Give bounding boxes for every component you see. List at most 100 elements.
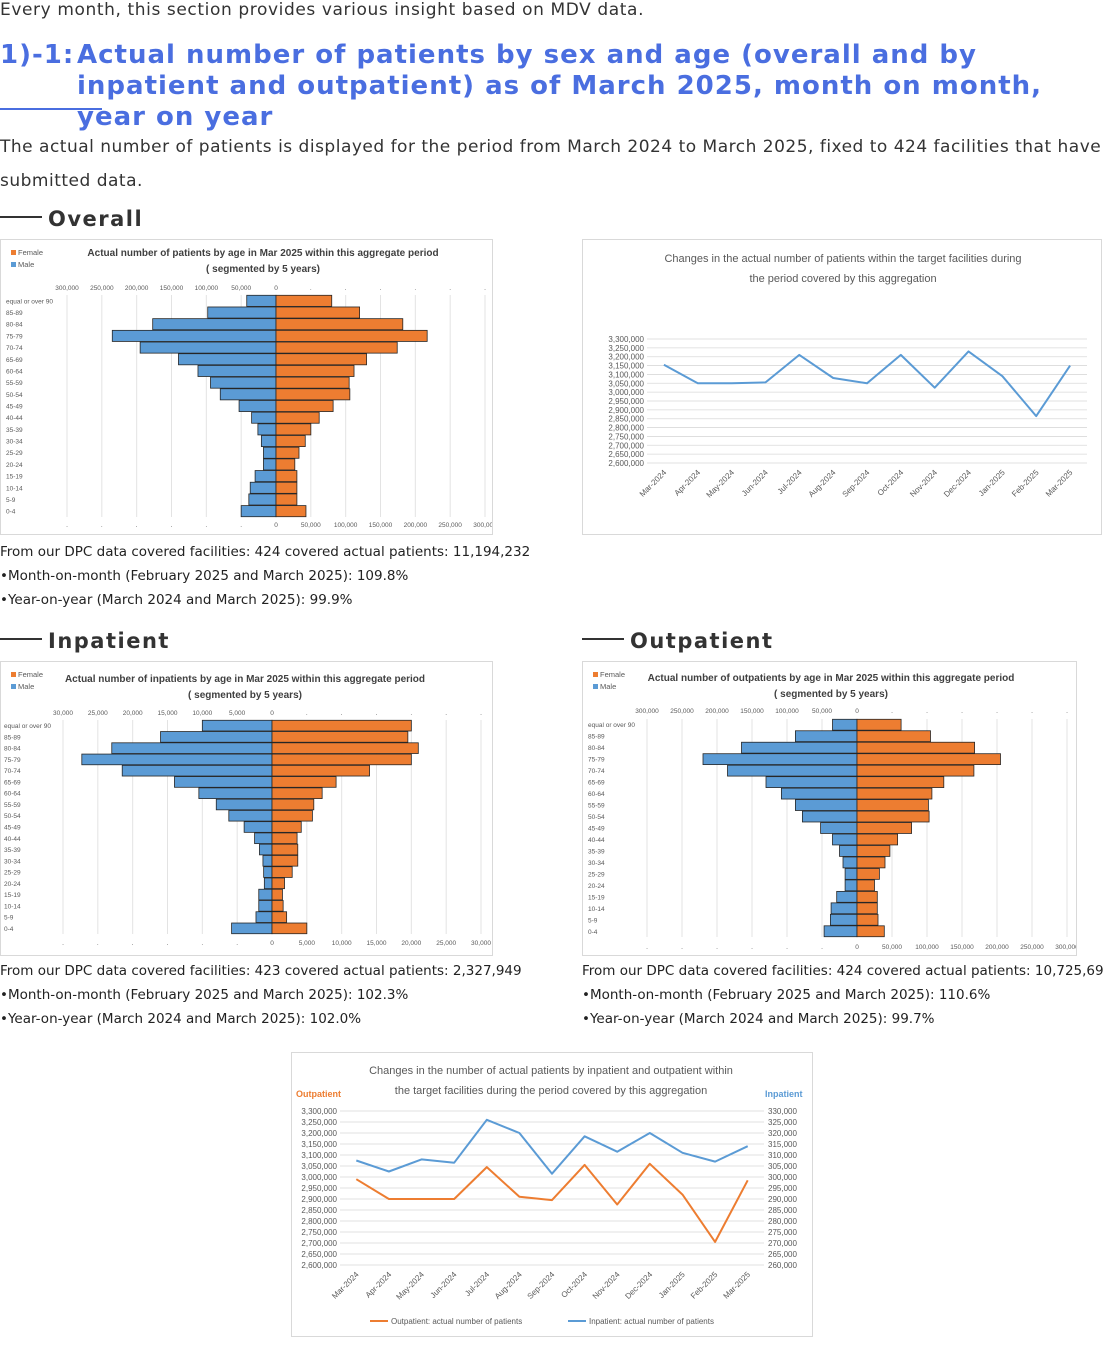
- female-bar: [856, 868, 880, 880]
- y-tick-label: 2,700,000: [301, 1239, 337, 1248]
- outpatient-stats: From our DPC data covered facilities: 42…: [582, 959, 1104, 1031]
- female-bar: [856, 822, 912, 834]
- y-tick-label: 3,050,000: [608, 379, 644, 388]
- x-tick-label: Jun-2024: [740, 468, 770, 498]
- female-bar: [271, 776, 337, 788]
- female-bar: [271, 764, 370, 777]
- bottom-tick-label: 250,000: [1020, 944, 1044, 951]
- age-category-label: 30-34: [4, 858, 21, 865]
- legend-swatch: [11, 262, 16, 267]
- age-category-label: 10-14: [588, 906, 605, 913]
- top-tick-label: .: [1066, 708, 1068, 715]
- chart-title: Actual number of inpatients by age in Ma…: [65, 674, 425, 685]
- male-bar: [254, 470, 277, 483]
- legend-label: Female: [600, 670, 625, 679]
- overall-title-label: Overall: [48, 207, 144, 231]
- top-tick-label: .: [449, 285, 451, 292]
- female-bar: [856, 845, 891, 857]
- y-tick-label: 3,000,000: [301, 1173, 337, 1182]
- male-bar: [832, 833, 858, 846]
- bottom-tick-label: 0: [274, 522, 278, 529]
- male-bar: [842, 856, 858, 869]
- bottom-tick-label: 50,000: [882, 944, 902, 951]
- heading-text: Actual number of patients by sex and age…: [77, 40, 1043, 132]
- combined-line-svg: Changes in the number of actual patients…: [296, 1065, 803, 1326]
- female-bar: [275, 364, 355, 377]
- bottom-tick-label: 300,000: [1055, 944, 1076, 951]
- top-tick-label: .: [445, 710, 447, 717]
- female-bar: [271, 753, 412, 766]
- age-category-label: 80-84: [4, 746, 21, 753]
- top-tick-label: .: [891, 708, 893, 715]
- age-category-label: 25-29: [588, 871, 605, 878]
- y-tick-label: 2,750,000: [608, 432, 644, 441]
- age-category-label: 75-79: [4, 757, 21, 764]
- male-bar: [178, 353, 277, 366]
- age-category-label: 60-64: [4, 791, 21, 798]
- y-tick-label: 3,200,000: [608, 353, 644, 362]
- y2-tick-label: 325,000: [768, 1118, 797, 1127]
- top-tick-label: .: [996, 708, 998, 715]
- female-bar: [271, 809, 313, 822]
- outpatient-line: [355, 1162, 749, 1243]
- x-tick-label: May-2024: [394, 1270, 426, 1302]
- male-bar: [844, 868, 858, 880]
- chart-title: Actual number of patients by age in Mar …: [87, 248, 438, 259]
- top-tick-label: .: [961, 708, 963, 715]
- female-bar: [856, 810, 930, 823]
- female-bar: [271, 855, 299, 867]
- x-tick-label: Jul-2024: [463, 1270, 491, 1298]
- y-tick-label: 3,100,000: [608, 370, 644, 379]
- outpatient-title-label: Outpatient: [630, 629, 774, 653]
- male-bar: [121, 764, 273, 777]
- female-bar: [275, 294, 333, 307]
- male-bar: [263, 866, 273, 878]
- y-tick-label: 3,200,000: [301, 1129, 337, 1138]
- bottom-tick-label: .: [821, 944, 823, 951]
- right-axis-label: Inpatient: [765, 1089, 803, 1099]
- description: The actual number of patients is display…: [0, 137, 1102, 191]
- age-category-label: 85-89: [4, 734, 21, 741]
- age-category-label: equal or over 90: [588, 722, 635, 729]
- chart-title: Changes in the number of actual patients…: [369, 1065, 733, 1077]
- male-bar: [801, 810, 858, 823]
- top-tick-label: 300,000: [635, 708, 659, 715]
- series-line: [663, 350, 1071, 418]
- inpatient-stats-line2: •Month-on-month (February 2025 and March…: [0, 987, 409, 1003]
- top-tick-label: 0: [274, 285, 278, 292]
- age-category-label: 40-44: [588, 837, 605, 844]
- bottom-tick-label: .: [646, 944, 648, 951]
- top-tick-label: 200,000: [125, 285, 149, 292]
- legend-swatch: [593, 684, 598, 689]
- x-tick-label: Feb-2025: [689, 1270, 720, 1301]
- female-bar: [271, 832, 298, 845]
- male-bar: [111, 742, 273, 754]
- female-bar: [856, 890, 878, 903]
- bottom-tick-label: 250,000: [438, 522, 462, 529]
- age-category-label: 40-44: [4, 836, 21, 843]
- legend-swatch: [11, 672, 16, 677]
- male-bar: [794, 799, 858, 811]
- top-tick-label: 50,000: [812, 708, 832, 715]
- age-category-label: 0-4: [4, 926, 14, 933]
- male-bar: [263, 877, 273, 890]
- male-bar: [820, 822, 858, 834]
- age-category-label: 20-24: [6, 462, 23, 469]
- x-tick-label: Oct-2024: [559, 1270, 589, 1300]
- top-tick-label: .: [410, 710, 412, 717]
- y-tick-label: 2,850,000: [301, 1206, 337, 1215]
- bottom-tick-label: 200,000: [985, 944, 1009, 951]
- male-bar: [260, 435, 277, 448]
- male-bar: [263, 446, 277, 459]
- bottom-tick-label: 0: [270, 940, 274, 947]
- male-bar: [249, 481, 277, 494]
- age-category-label: 65-69: [588, 780, 605, 787]
- age-category-label: 15-19: [6, 474, 23, 481]
- female-bar: [271, 843, 299, 856]
- y-tick-label: 2,650,000: [608, 450, 644, 459]
- bottom-tick-label: 20,000: [401, 940, 421, 947]
- bottom-tick-label: .: [240, 522, 242, 529]
- overall-section-title: Overall: [0, 207, 143, 231]
- female-bar: [275, 411, 320, 424]
- male-bar: [228, 809, 273, 822]
